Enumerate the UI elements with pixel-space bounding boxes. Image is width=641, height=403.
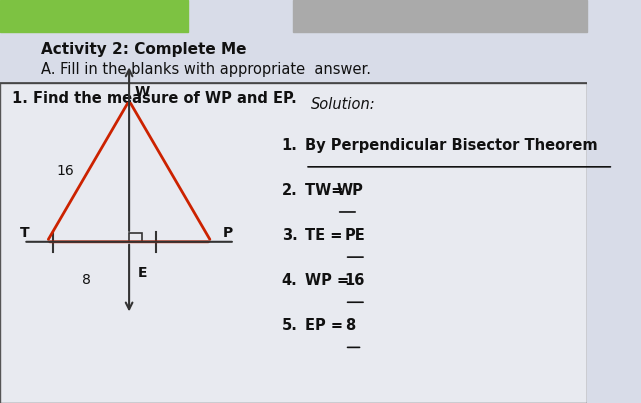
Text: W: W: [135, 85, 150, 99]
Text: WP: WP: [337, 183, 363, 198]
Text: 8: 8: [345, 318, 355, 333]
Text: 16: 16: [345, 273, 365, 288]
Bar: [129, 233, 142, 242]
Text: 5.: 5.: [281, 318, 297, 333]
Text: E: E: [138, 266, 147, 280]
Text: 16: 16: [57, 164, 74, 178]
Text: TE =: TE =: [305, 228, 347, 243]
Text: 8: 8: [83, 273, 91, 287]
Text: PE: PE: [345, 228, 365, 243]
Text: Solution:: Solution:: [311, 97, 376, 112]
Text: By Perpendicular Bisector Theorem: By Perpendicular Bisector Theorem: [305, 138, 598, 153]
Text: T: T: [20, 226, 29, 240]
Bar: [0, 0, 188, 32]
Text: EP =: EP =: [305, 318, 348, 333]
Text: TW=: TW=: [305, 183, 349, 198]
Bar: [294, 0, 587, 32]
Text: 2.: 2.: [281, 183, 297, 198]
Text: 3.: 3.: [281, 228, 297, 243]
Text: 1. Find the measure of WP and EP.: 1. Find the measure of WP and EP.: [12, 91, 297, 106]
Text: Activity 2: Complete Me: Activity 2: Complete Me: [41, 42, 247, 57]
Text: 4.: 4.: [281, 273, 297, 288]
Bar: [0, 83, 587, 403]
Text: 1.: 1.: [281, 138, 297, 153]
Text: A. Fill in the blanks with appropriate  answer.: A. Fill in the blanks with appropriate a…: [41, 62, 371, 77]
Text: P: P: [223, 226, 233, 240]
Text: WP =: WP =: [305, 273, 354, 288]
